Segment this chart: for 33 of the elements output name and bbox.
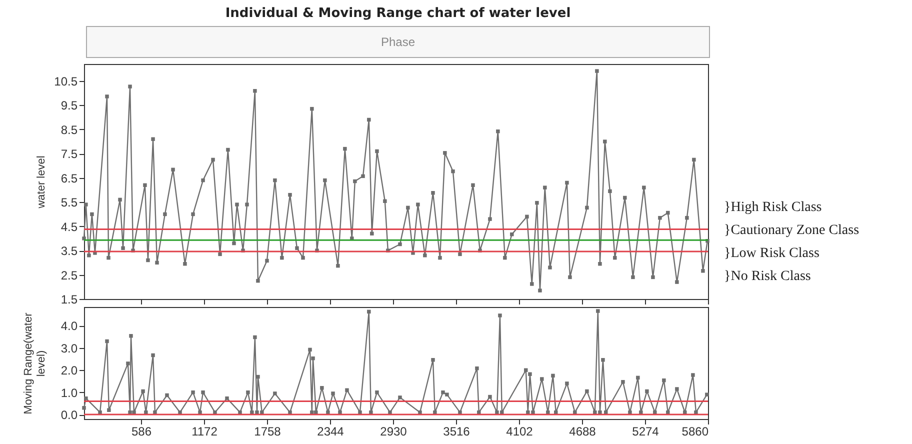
text: }High Risk Class (724, 199, 823, 217)
text: }No Risk Class (724, 268, 812, 286)
x-tick-label: 3516 (443, 424, 470, 438)
x-tick-label: 1758 (254, 424, 282, 438)
x-tick-label: 2344 (317, 424, 344, 438)
x-tick-label: 5274 (632, 424, 660, 438)
y-tick-label: 4.5 (60, 220, 78, 234)
y-tick-label: 1.5 (60, 292, 78, 306)
y-tick-label: 10.5 (54, 74, 78, 88)
y-tick-label: 6.5 (60, 171, 78, 186)
y-tick-label: 3.5 (60, 244, 78, 258)
x-tick-label: 2930 (380, 424, 408, 438)
x-tick-label: 5860 (682, 424, 709, 438)
y-axis-title: Moving Range(water level) (22, 312, 48, 414)
y-tick-label: 2.5 (60, 268, 78, 282)
y-tick-label: 1.0 (60, 386, 78, 400)
text: }Low Risk Class (724, 245, 820, 263)
y-tick-label: 0.0 (60, 408, 78, 422)
y-tick-label: 3.0 (60, 341, 78, 356)
y-axis-title: water level (36, 156, 48, 210)
y-tick-label: 9.5 (60, 98, 78, 113)
y-tick-label: 2.0 (60, 364, 78, 378)
x-tick-label: 1172 (192, 424, 218, 438)
x-tick-label: 4688 (569, 424, 596, 438)
y-tick-label: 7.5 (60, 147, 78, 162)
text: }Cautionary Zone Class (724, 222, 860, 240)
x-tick-label: 586 (131, 424, 152, 438)
chart-title: Individual & Moving Range chart of water level (224, 6, 572, 21)
text: Phase (86, 26, 710, 58)
y-tick-label: 8.5 (60, 122, 78, 137)
x-tick-label: 4102 (506, 424, 534, 438)
y-tick-label: 5.5 (60, 196, 78, 210)
y-tick-label: 4.0 (60, 319, 78, 334)
